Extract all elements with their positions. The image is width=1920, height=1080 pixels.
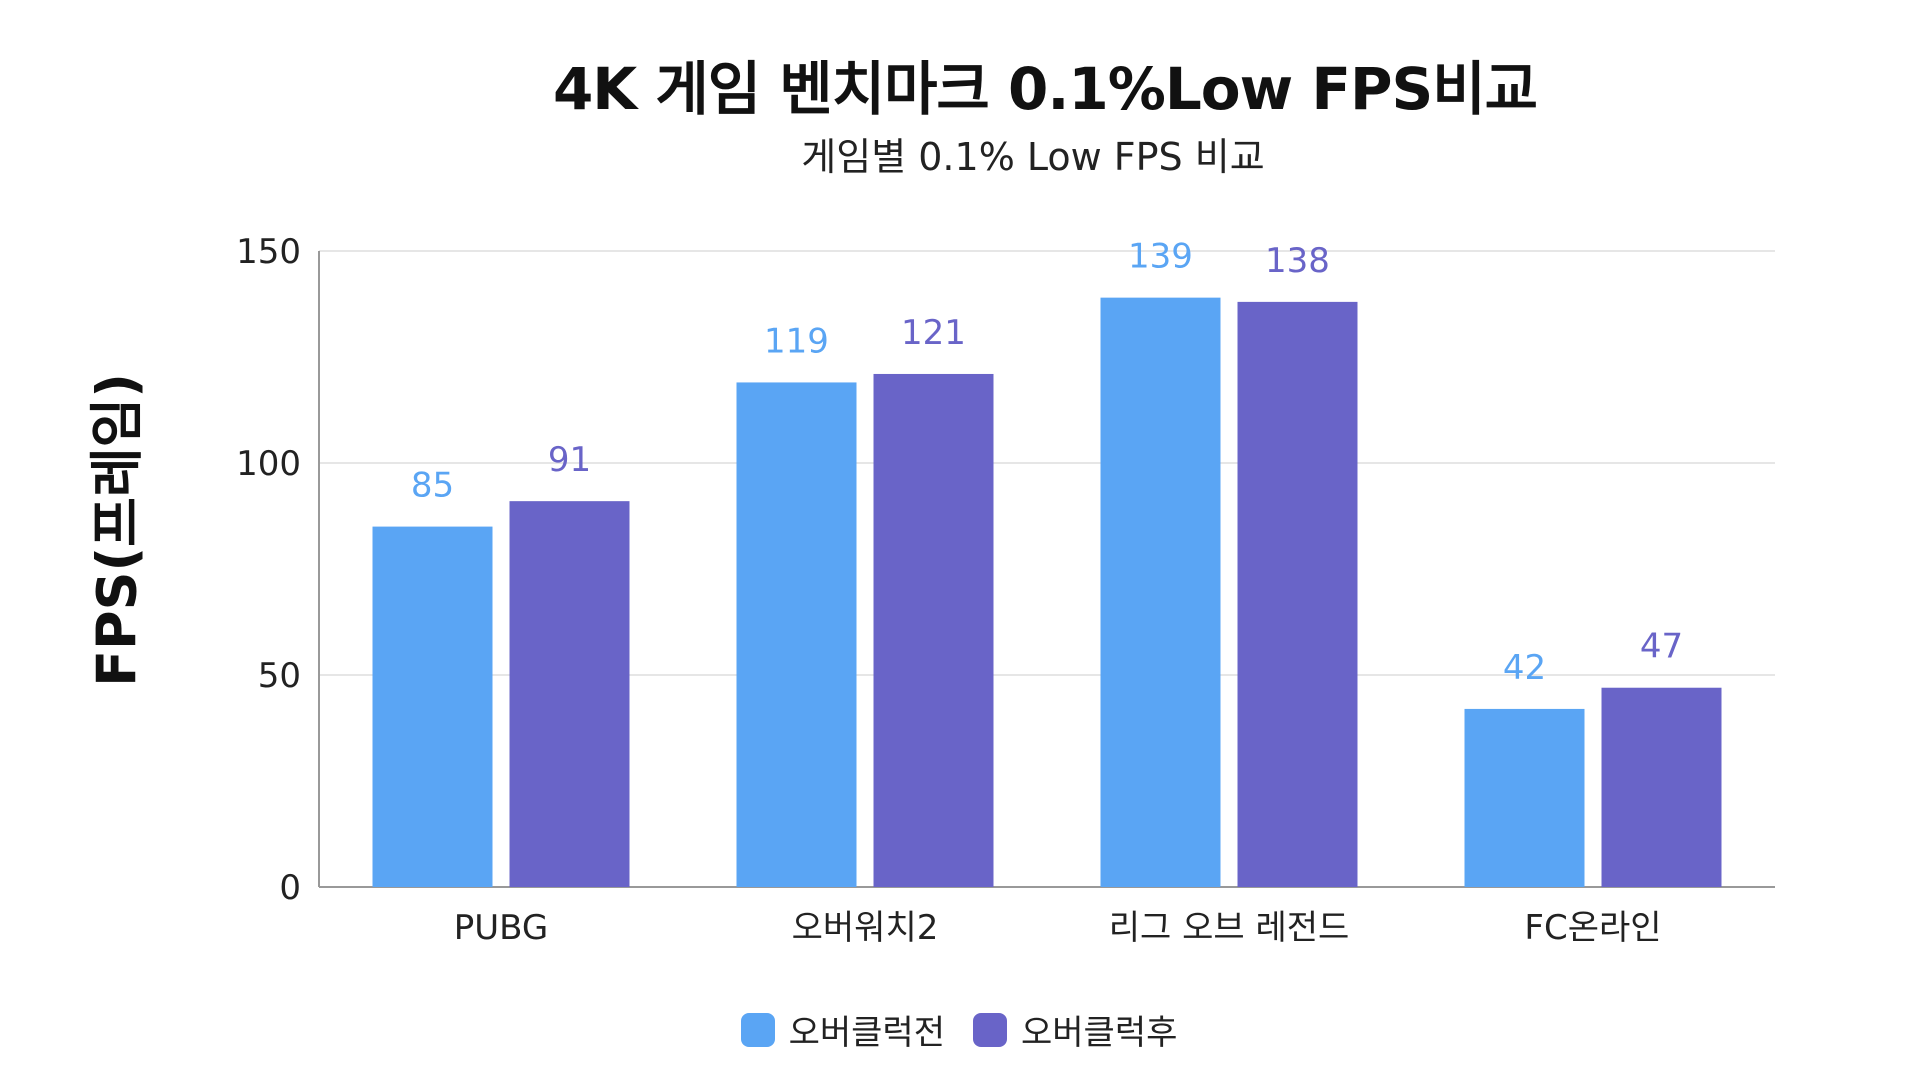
x-tick-label: PUBG bbox=[454, 908, 548, 948]
bar bbox=[1100, 297, 1221, 887]
bar bbox=[873, 373, 994, 888]
y-tick-label: 50 bbox=[258, 656, 301, 696]
x-tick-label: 리그 오브 레전드 bbox=[1109, 908, 1350, 948]
x-tick-label: FC온라인 bbox=[1524, 908, 1661, 948]
legend-item-after[interactable]: 오버클럭후 bbox=[973, 1005, 1177, 1054]
bar bbox=[1601, 687, 1722, 887]
bar bbox=[372, 526, 493, 887]
bar bbox=[1237, 301, 1358, 887]
y-tick-label: 100 bbox=[236, 444, 301, 484]
data-label: 139 bbox=[1128, 237, 1193, 277]
bar bbox=[1464, 708, 1585, 887]
data-label: 42 bbox=[1503, 648, 1546, 688]
y-tick-label: 0 bbox=[279, 868, 301, 908]
legend-swatch-after bbox=[973, 1012, 1007, 1047]
legend-label-after: 오버클럭후 bbox=[1021, 1013, 1178, 1053]
data-label: 47 bbox=[1640, 627, 1683, 667]
legend-label-before: 오버클럭전 bbox=[788, 1013, 945, 1053]
y-tick-label: 150 bbox=[236, 232, 301, 272]
x-tick-label: 오버워치2 bbox=[792, 908, 939, 948]
chart-title: 4K 게임 벤치마크 0.1%Low FPS비교 bbox=[552, 55, 1538, 123]
data-label: 85 bbox=[411, 466, 454, 506]
data-label: 91 bbox=[548, 440, 591, 480]
chart-subtitle: 게임별 0.1% Low FPS 비교 bbox=[801, 135, 1265, 179]
data-label: 121 bbox=[901, 313, 966, 353]
bar bbox=[736, 382, 857, 887]
data-label: 119 bbox=[764, 321, 829, 361]
bar bbox=[509, 501, 630, 887]
legend-swatch-before bbox=[740, 1012, 775, 1047]
data-label: 138 bbox=[1265, 241, 1330, 281]
legend-item-before[interactable]: 오버클럭전 bbox=[740, 1005, 945, 1054]
legend: 오버클럭전 오버클럭후 bbox=[0, 1005, 1918, 1054]
